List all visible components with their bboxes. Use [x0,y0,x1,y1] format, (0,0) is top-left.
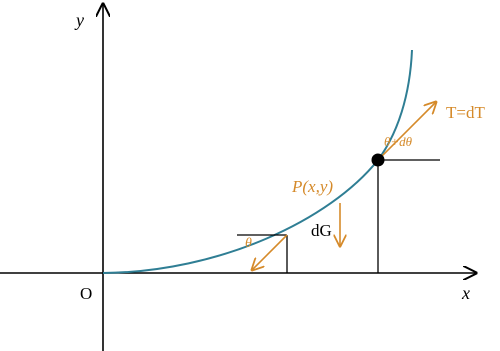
tension-label: T=dT [446,103,485,122]
y-axis-label: y [74,10,84,30]
tension-arrow-lower [252,234,288,270]
point-marker [371,153,385,167]
x-axis-label: x [461,283,470,303]
catenary-curve [102,49,413,274]
origin-label: O [80,284,92,303]
weight-label: dG [311,221,332,240]
tension-arrow-upper [377,102,436,161]
angle-label: θ+dθ [384,134,413,149]
point-label: P(x,y) [291,177,333,196]
angle-label: θ [245,236,252,251]
